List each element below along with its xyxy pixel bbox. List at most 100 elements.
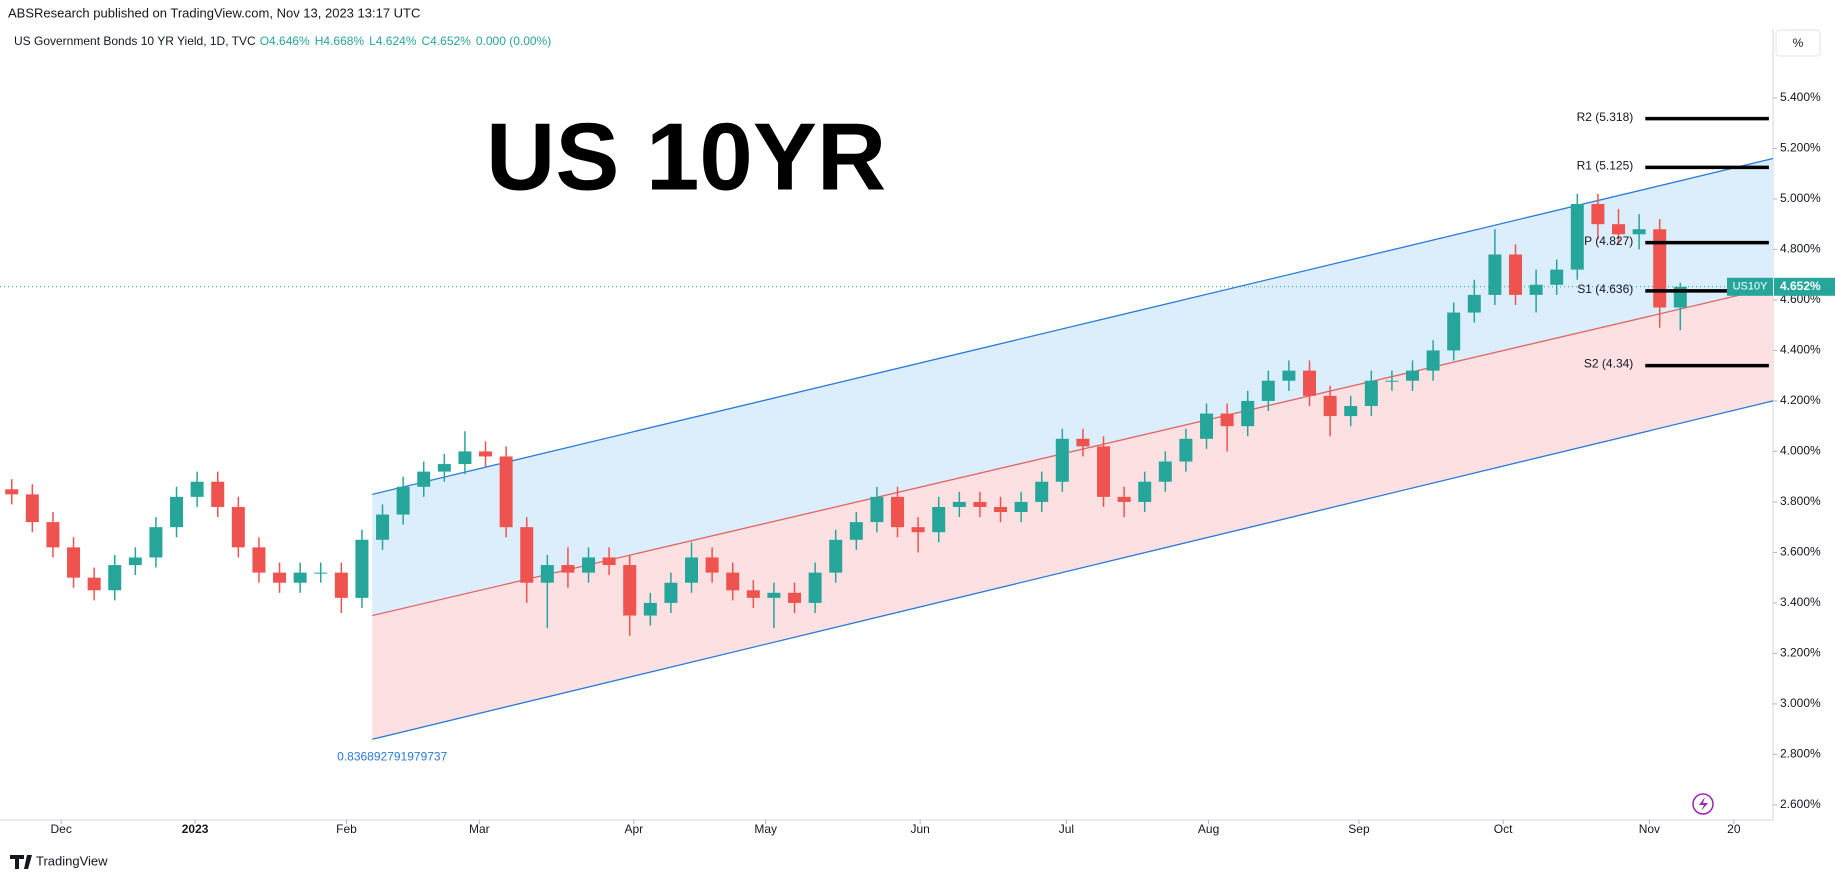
y-tick-label: 3.000% (1780, 696, 1821, 710)
candle-body (726, 572, 740, 591)
candle-body (314, 572, 328, 574)
candle-body (1014, 501, 1028, 513)
y-tick-label: 5.400% (1780, 90, 1821, 104)
candle-body (1591, 203, 1605, 225)
candle-body (1303, 370, 1317, 396)
symbol: US Government Bonds 10 YR Yield, 1D, TVC (14, 34, 256, 48)
x-tick-label: Oct (1494, 822, 1513, 836)
candle-body (952, 501, 966, 507)
candle-body (293, 572, 307, 583)
footer: TradingView (36, 853, 108, 868)
last-value-box (1774, 277, 1835, 296)
candle-body (376, 514, 390, 540)
candle-body (643, 602, 657, 616)
candle-body (1117, 496, 1131, 502)
candle-body (1323, 395, 1337, 417)
candle-body (767, 592, 781, 598)
channel-label: 0.836892791979737 (337, 749, 447, 763)
channel-lower-fill (372, 287, 1774, 740)
channel-upper-line (372, 157, 1774, 495)
x-tick-label: Mar (469, 822, 490, 836)
candle-body (5, 489, 19, 495)
x-tick-label: 20 (1727, 822, 1741, 836)
candle-body (1261, 380, 1275, 401)
x-tick-label: Aug (1198, 822, 1219, 836)
unit-button-label[interactable]: % (1793, 36, 1804, 50)
x-tick-label: Feb (336, 822, 357, 836)
candle-body (149, 527, 163, 558)
candle-body (128, 557, 142, 566)
candle-body (25, 494, 39, 523)
candle-body (67, 547, 81, 578)
candle-body (1158, 461, 1172, 482)
candle-body (1488, 254, 1502, 295)
candle-body (561, 565, 575, 573)
candle-body (788, 592, 802, 603)
candle-body (108, 565, 122, 591)
alert-icon-bolt (1699, 797, 1708, 811)
y-tick-label: 4.800% (1780, 242, 1821, 256)
candle-body (994, 506, 1008, 513)
y-tick-label: 5.000% (1780, 191, 1821, 205)
candle-body (1550, 269, 1564, 285)
pivot-label: S2 (4.34) (1584, 357, 1633, 371)
candle-body (1241, 400, 1255, 427)
quote-value: 0.000 (0.00%) (476, 34, 551, 48)
y-tick-label: 2.600% (1780, 797, 1821, 811)
pivot-label: R2 (5.318) (1577, 110, 1634, 124)
candle-body (479, 451, 493, 457)
x-tick-label: Dec (51, 822, 72, 836)
y-tick-label: 3.600% (1780, 545, 1821, 559)
candle-body (911, 527, 925, 533)
channel-upper-fill (372, 158, 1774, 616)
candle-body (1220, 413, 1234, 427)
candle-body (1447, 312, 1461, 351)
candle-body (582, 557, 596, 573)
candle-body (973, 501, 987, 507)
candle-body (1076, 438, 1090, 447)
last-name-box (1727, 277, 1773, 296)
pivot-label: R1 (5.125) (1577, 159, 1634, 173)
candle-body (1612, 224, 1626, 235)
last-value-label: 4.652% (1780, 279, 1821, 293)
candle-body (808, 572, 822, 603)
y-tick-label: 2.800% (1780, 747, 1821, 761)
candle-body (396, 486, 410, 515)
y-tick-label: 3.800% (1780, 494, 1821, 508)
last-name: US10Y (1733, 281, 1769, 293)
candle-body (932, 506, 946, 533)
quote-value: C4.652% (421, 34, 471, 48)
candle-body (1035, 481, 1049, 502)
candle-body (458, 451, 472, 465)
candle-body (1570, 203, 1584, 270)
x-tick-label: Jun (911, 822, 930, 836)
candle-body (870, 496, 884, 523)
x-tick-label: Sep (1348, 822, 1370, 836)
x-tick-label: May (754, 822, 777, 836)
x-tick-label: Apr (625, 822, 644, 836)
quote-value: L4.624% (369, 34, 417, 48)
alert-icon[interactable] (1692, 793, 1714, 815)
candle-body (437, 464, 451, 472)
candle-body (231, 506, 245, 548)
candle-body (1509, 254, 1523, 295)
candle-body (623, 565, 637, 616)
quote-value: H4.668% (315, 34, 365, 48)
candle-body (602, 557, 616, 566)
candle-body (664, 582, 678, 603)
candle-body (1055, 438, 1069, 482)
candle-body (1282, 370, 1296, 381)
candle-body (1344, 405, 1358, 417)
x-tick-label: Nov (1639, 822, 1660, 836)
candle-body (273, 572, 287, 583)
candle-body (334, 572, 348, 598)
candle-body (1406, 370, 1420, 381)
candle-body (685, 557, 699, 583)
candle-body (46, 522, 60, 548)
footer-logo (10, 855, 32, 869)
unit-button[interactable] (1775, 29, 1821, 57)
candle-body (417, 471, 431, 487)
y-tick-label: 4.000% (1780, 444, 1821, 458)
candle-body (829, 539, 843, 573)
